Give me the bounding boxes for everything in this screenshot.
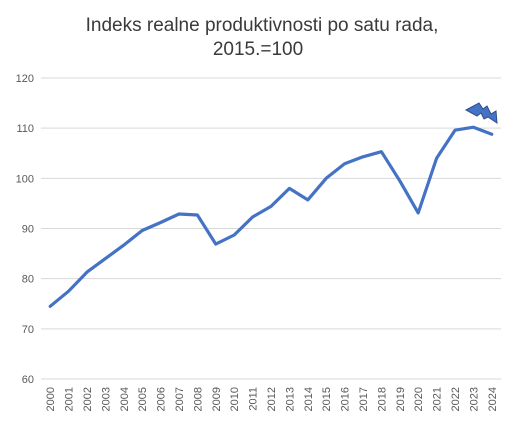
x-tick-label: 2023 <box>468 387 480 411</box>
gridlines <box>41 77 501 380</box>
x-tick-label: 2004 <box>119 387 131 411</box>
x-tick-label: 2020 <box>413 387 425 411</box>
y-tick-label: 90 <box>22 224 34 236</box>
x-axis-tick-labels: 2000 2001 2002 2003 2004 2005 2006 2007 2008 2009… <box>45 387 499 411</box>
lightning-bolt-shape <box>464 102 498 124</box>
x-tick-label: 2018 <box>376 387 388 411</box>
y-tick-label: 60 <box>22 374 34 386</box>
y-axis-tick-labels: 60 70 80 90 100 110 120 <box>16 73 34 386</box>
y-tick-label: 70 <box>22 324 34 336</box>
x-tick-label: 2012 <box>266 387 278 411</box>
x-tick-label: 2002 <box>82 387 94 411</box>
x-tick-label: 2017 <box>358 387 370 411</box>
x-tick-label: 2016 <box>340 387 352 411</box>
x-tick-label: 2010 <box>229 387 241 411</box>
x-tick-label: 2019 <box>395 387 407 411</box>
y-tick-label: 80 <box>22 274 34 286</box>
y-tick-label: 110 <box>16 123 34 135</box>
x-tick-label: 2007 <box>174 387 186 411</box>
series-layer <box>48 125 494 308</box>
y-tick-label: 100 <box>16 173 34 185</box>
chart-title: Indeks realne produktivnosti po satu rad… <box>86 15 439 36</box>
x-tick-label: 2005 <box>137 387 149 411</box>
x-tick-label: 2000 <box>45 387 57 411</box>
x-tick-label: 2015 <box>321 387 333 411</box>
x-tick-label: 2024 <box>487 387 499 411</box>
chart-subtitle: 2015.=100 <box>213 39 303 60</box>
x-tick-label: 2013 <box>284 387 296 411</box>
series-line <box>48 125 494 308</box>
x-tick-label: 2008 <box>192 387 204 411</box>
x-tick-label: 2001 <box>64 387 76 411</box>
x-tick-label: 2006 <box>156 387 168 411</box>
x-tick-label: 2014 <box>303 387 315 411</box>
x-tick-label: 2011 <box>248 387 260 411</box>
lightning-bolt-icon <box>464 102 498 124</box>
x-tick-label: 2009 <box>211 387 223 411</box>
x-tick-label: 2021 <box>432 387 444 411</box>
y-tick-label: 120 <box>16 73 34 85</box>
x-tick-label: 2022 <box>450 387 462 411</box>
x-tick-label: 2003 <box>100 387 112 411</box>
